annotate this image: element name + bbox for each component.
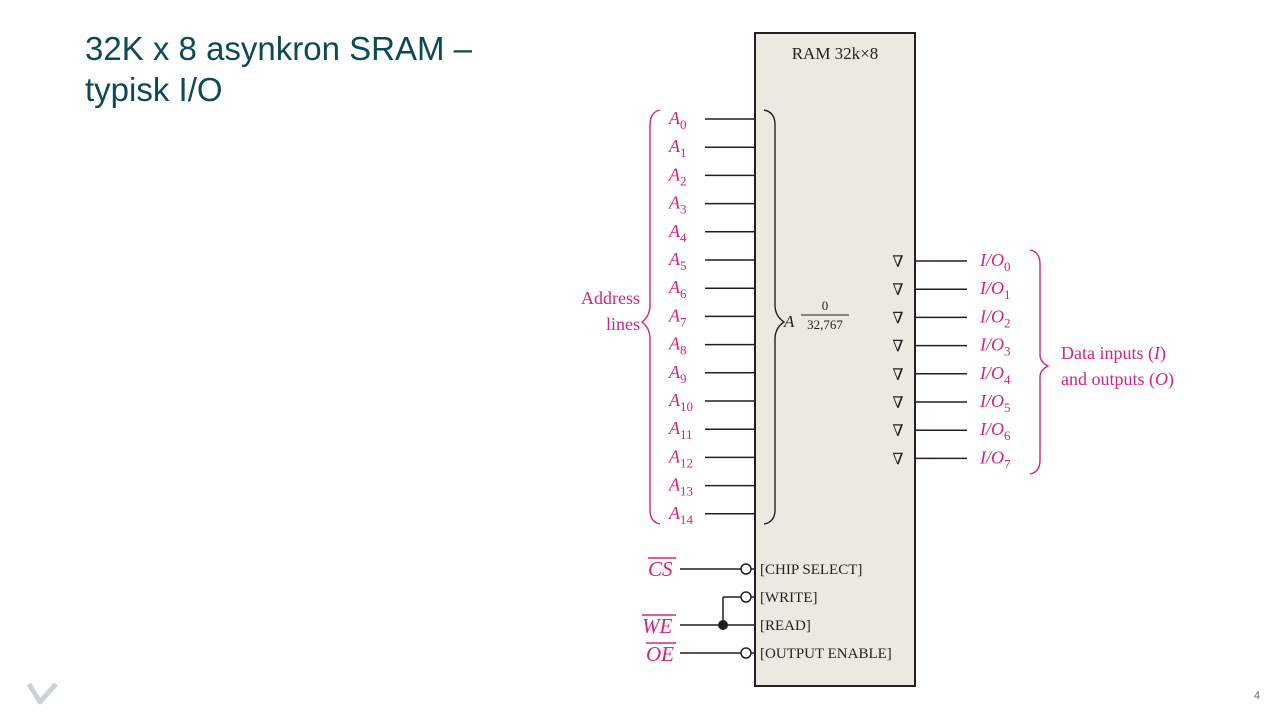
io-pin-label: I/O6 xyxy=(979,419,1011,443)
we-junction-dot xyxy=(718,620,728,630)
data-group-label-2: and outputs (O) xyxy=(1061,369,1174,390)
slide-title: 32K x 8 asynkron SRAM – typisk I/O xyxy=(85,28,585,110)
address-pin-label: A8 xyxy=(668,334,687,358)
io-pin: ∇ I/O2 xyxy=(892,306,1010,330)
read-label: [READ] xyxy=(760,618,811,634)
tristate-icon: ∇ xyxy=(892,310,903,327)
io-pin: ∇ I/O6 xyxy=(892,419,1011,443)
io-pins: ∇ I/O0 ∇ I/O1 ∇ I/O2 ∇ I/O3 ∇ I/O4 ∇ I/O5 ∇ I/O6 ∇ I/O7 xyxy=(892,250,1011,471)
address-pin-label: A9 xyxy=(668,362,687,386)
io-pin-label: I/O2 xyxy=(979,306,1011,330)
internal-address-brace xyxy=(763,109,786,525)
slide-title-line-2: typisk I/O xyxy=(85,71,223,108)
write-inversion-bubble xyxy=(740,591,752,603)
address-pin: A10 xyxy=(668,390,755,414)
tristate-icon: ∇ xyxy=(892,254,903,271)
io-pin: ∇ I/O5 xyxy=(892,391,1010,415)
cs-inversion-bubble xyxy=(740,563,752,575)
oe-inversion-bubble xyxy=(740,647,752,659)
address-pin: A2 xyxy=(668,164,755,188)
io-pin: ∇ I/O1 xyxy=(892,278,1010,302)
address-group-label-2: lines xyxy=(606,314,640,334)
address-group-brace xyxy=(640,109,661,525)
address-range-bottom: 32,767 xyxy=(807,317,843,332)
cs-signal-label: CS xyxy=(648,557,673,581)
address-pin: A6 xyxy=(668,277,755,301)
we-signal-label: WE xyxy=(642,614,672,638)
address-pin-label: A10 xyxy=(668,390,693,414)
address-pin: A4 xyxy=(668,221,755,245)
address-pin: A12 xyxy=(668,446,755,470)
address-pin: A14 xyxy=(668,503,755,527)
address-pin: A7 xyxy=(668,305,755,329)
address-pin: A3 xyxy=(668,193,755,217)
oe-signal-label: OE xyxy=(646,642,674,666)
address-pin-label: A5 xyxy=(668,249,687,273)
chip-label: RAM 32k×8 xyxy=(792,44,879,63)
chip-body xyxy=(754,32,916,687)
address-pin: A1 xyxy=(668,136,755,160)
address-group-label-1: Address xyxy=(581,288,640,308)
io-pin-label: I/O4 xyxy=(979,363,1011,387)
address-pin-label: A14 xyxy=(668,503,694,527)
tristate-icon: ∇ xyxy=(892,282,903,299)
io-pin: ∇ I/O3 xyxy=(892,335,1010,359)
write-label: [WRITE] xyxy=(760,590,817,606)
address-pin-label: A0 xyxy=(668,108,687,132)
address-pin: A8 xyxy=(668,334,755,358)
io-pin: ∇ I/O7 xyxy=(892,447,1011,471)
address-pin-label: A1 xyxy=(668,136,687,160)
address-pin-label: A4 xyxy=(668,221,687,245)
tristate-icon: ∇ xyxy=(892,423,903,440)
io-pin: ∇ I/O0 xyxy=(892,250,1010,274)
address-range-letter: A xyxy=(783,312,795,331)
address-pin-label: A12 xyxy=(668,446,693,470)
address-pins: A0 A1 A2 A3 A4 A5 A6 A7 A8 A9 A10 A11 A12 A13 A14 xyxy=(668,108,755,527)
address-pin-label: A6 xyxy=(668,277,687,301)
io-pin-label: I/O1 xyxy=(979,278,1011,302)
address-pin-label: A7 xyxy=(668,305,687,329)
address-pin-label: A3 xyxy=(668,193,687,217)
control-signals: CS [CHIP SELECT] [WRITE] WE [READ] OE [O… xyxy=(642,557,892,666)
address-pin-label: A2 xyxy=(668,164,687,188)
address-pin: A9 xyxy=(668,362,755,386)
slide-title-line-1: 32K x 8 asynkron SRAM – xyxy=(85,30,473,67)
output-enable-label: [OUTPUT ENABLE] xyxy=(760,646,892,662)
page-number: 4 xyxy=(1253,690,1260,702)
v-logo-icon xyxy=(26,682,58,705)
address-pin: A0 xyxy=(668,108,755,132)
tristate-icon: ∇ xyxy=(892,395,903,412)
tristate-icon: ∇ xyxy=(892,339,903,356)
address-pin-label: A11 xyxy=(668,418,693,442)
chip-select-label: [CHIP SELECT] xyxy=(760,562,862,578)
io-pin-label: I/O3 xyxy=(979,335,1011,359)
address-range-top: 0 xyxy=(822,298,829,313)
address-pin: A5 xyxy=(668,249,755,273)
address-pin: A13 xyxy=(668,475,755,499)
tristate-icon: ∇ xyxy=(892,451,903,468)
io-pin-label: I/O0 xyxy=(979,250,1011,274)
io-pin: ∇ I/O4 xyxy=(892,363,1011,387)
tristate-icon: ∇ xyxy=(892,367,903,384)
data-group-label-1: Data inputs (I) xyxy=(1061,343,1166,364)
address-pin: A11 xyxy=(668,418,755,442)
io-pin-label: I/O5 xyxy=(979,391,1011,415)
io-pin-label: I/O7 xyxy=(979,447,1011,471)
address-pin-label: A13 xyxy=(668,475,693,499)
data-group-brace xyxy=(1029,249,1050,475)
